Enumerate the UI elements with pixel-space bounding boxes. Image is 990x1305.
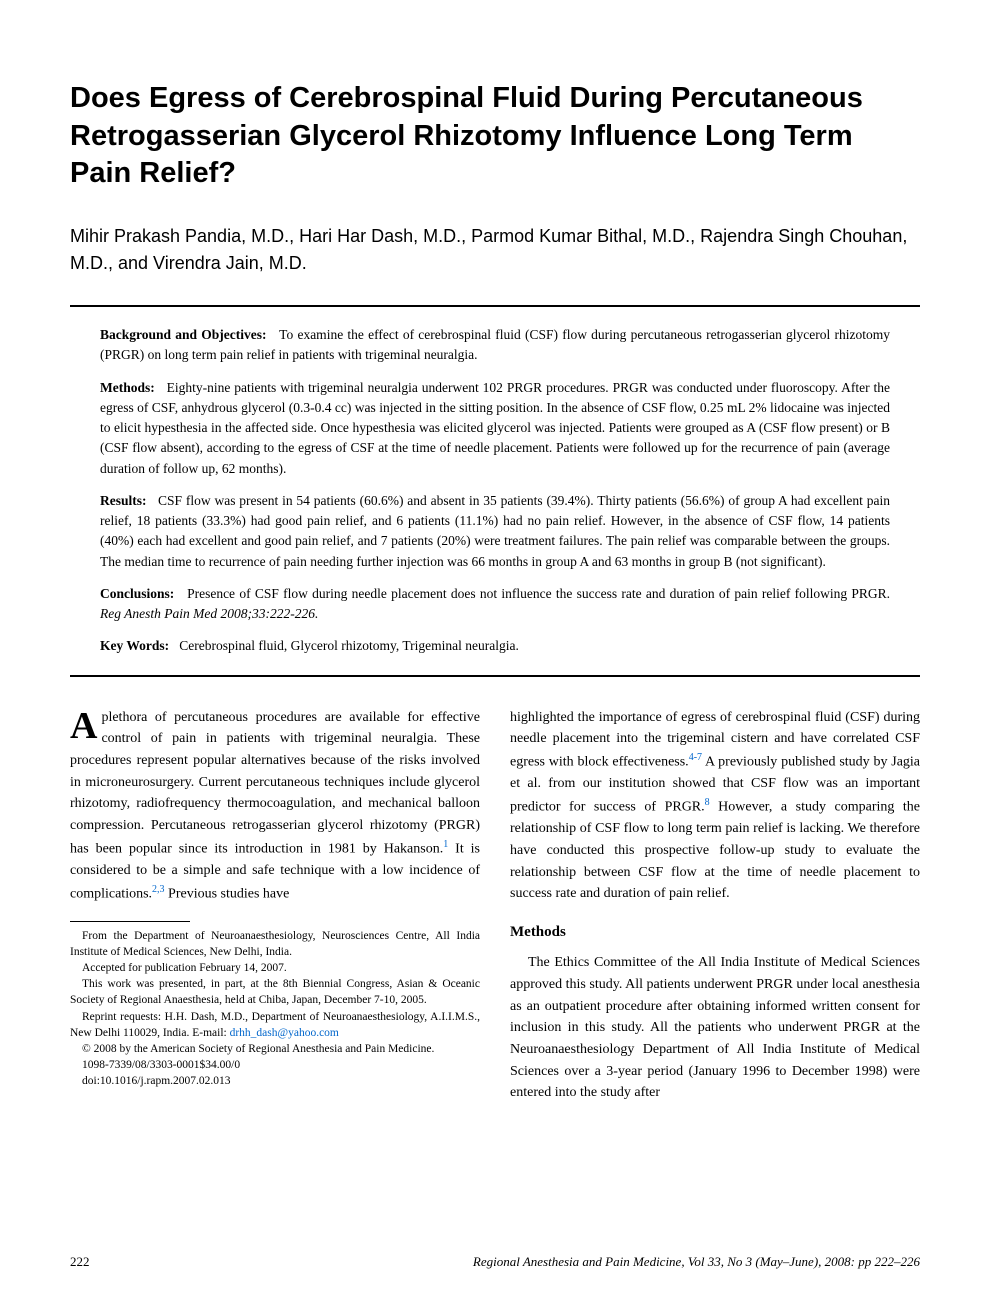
abstract-keywords: Key Words: Cerebrospinal fluid, Glycerol… — [100, 636, 890, 656]
journal-info: Regional Anesthesia and Pain Medicine, V… — [473, 1254, 920, 1270]
footnote-presented: This work was presented, in part, at the… — [70, 976, 480, 1008]
abstract-container: Background and Objectives: To examine th… — [70, 305, 920, 677]
intro-paragraph: Aplethora of percutaneous procedures are… — [70, 707, 480, 906]
methods-paragraph: The Ethics Committee of the All India In… — [510, 952, 920, 1104]
footnote-divider — [70, 921, 190, 922]
page-footer: 222 Regional Anesthesia and Pain Medicin… — [70, 1254, 920, 1270]
abstract-background: Background and Objectives: To examine th… — [100, 325, 890, 366]
intro-text-3: Previous studies have — [165, 886, 290, 901]
abstract-methods-label: Methods: — [100, 380, 155, 395]
methods-heading: Methods — [510, 921, 920, 944]
abstract-conclusions-text: Presence of CSF flow during needle place… — [187, 586, 890, 601]
left-column: Aplethora of percutaneous procedures are… — [70, 707, 480, 1105]
abstract-methods: Methods: Eighty-nine patients with trige… — [100, 378, 890, 479]
footnote-affiliation: From the Department of Neuroanaesthesiol… — [70, 928, 480, 960]
abstract-keywords-text: Cerebrospinal fluid, Glycerol rhizotomy,… — [179, 638, 519, 653]
abstract-citation: Reg Anesth Pain Med 2008;33:222-226. — [100, 606, 318, 621]
footnote-accepted: Accepted for publication February 14, 20… — [70, 960, 480, 976]
intro-continued: highlighted the importance of egress of … — [510, 707, 920, 906]
article-title: Does Egress of Cerebrospinal Fluid Durin… — [70, 80, 920, 193]
abstract-results-label: Results: — [100, 493, 147, 508]
authors-line: Mihir Prakash Pandia, M.D., Hari Har Das… — [70, 223, 920, 277]
footnote-reprint: Reprint requests: H.H. Dash, M.D., Depar… — [70, 1009, 480, 1041]
abstract-conclusions: Conclusions: Presence of CSF flow during… — [100, 584, 890, 625]
footnote-doi: doi:10.1016/j.rapm.2007.02.013 — [70, 1073, 480, 1089]
abstract-results: Results: CSF flow was present in 54 pati… — [100, 491, 890, 572]
email-link[interactable]: drhh_dash@yahoo.com — [230, 1027, 339, 1039]
page-number: 222 — [70, 1254, 90, 1270]
abstract-keywords-label: Key Words: — [100, 638, 169, 653]
abstract-background-label: Background and Objectives: — [100, 327, 266, 342]
citation-2-3[interactable]: 2,3 — [152, 884, 165, 895]
footnote-copyright: © 2008 by the American Society of Region… — [70, 1041, 480, 1057]
body-columns: Aplethora of percutaneous procedures are… — [70, 707, 920, 1105]
abstract-conclusions-label: Conclusions: — [100, 586, 174, 601]
citation-4-7[interactable]: 4-7 — [689, 752, 702, 763]
intro-text-1: plethora of percutaneous procedures are … — [70, 710, 480, 857]
abstract-results-text: CSF flow was present in 54 patients (60.… — [100, 493, 890, 569]
right-column: highlighted the importance of egress of … — [510, 707, 920, 1105]
footnote-issn: 1098-7339/08/3303-0001$34.00/0 — [70, 1057, 480, 1073]
abstract-methods-text: Eighty-nine patients with trigeminal neu… — [100, 380, 890, 476]
dropcap-letter: A — [70, 707, 101, 742]
